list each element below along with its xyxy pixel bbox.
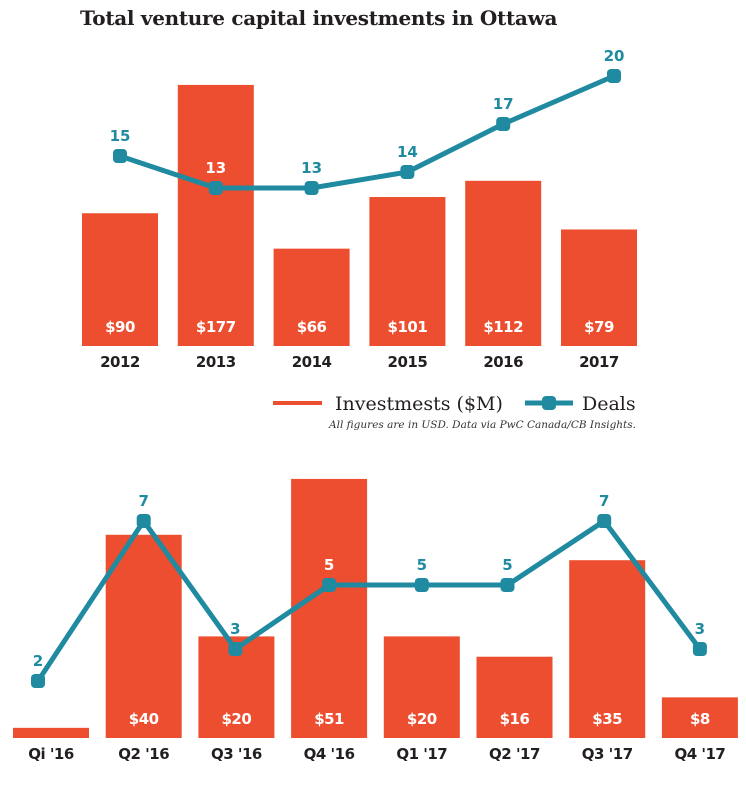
bar-value-label: $20: [221, 710, 251, 728]
deal-value-label: 14: [397, 143, 418, 161]
source-note: All figures are in USD. Data via PwC Can…: [328, 419, 636, 431]
investment-bar: [561, 229, 637, 346]
deals-line: [119, 73, 615, 191]
bar-value-label: $8: [690, 710, 710, 728]
deal-point: [304, 181, 319, 195]
deal-point: [208, 181, 223, 195]
deal-point: [692, 642, 707, 656]
deal-point: [607, 69, 621, 83]
category-label: 2014: [292, 353, 332, 371]
deal-point: [31, 674, 45, 688]
deal-point: [113, 149, 127, 163]
bar-value-label: $40: [129, 710, 159, 728]
investment-bar: [465, 180, 542, 346]
deal-value-label: 17: [493, 95, 514, 113]
deal-value-label: 13: [301, 159, 322, 177]
chart-title: Total venture capital investments in Ott…: [80, 6, 558, 30]
deal-value-label: 7: [138, 492, 148, 510]
investment-bar: [273, 248, 350, 346]
category-label: 2016: [483, 353, 523, 371]
deal-point: [400, 165, 415, 179]
bar-value-label: $79: [584, 318, 614, 336]
deal-value-label: 13: [205, 159, 226, 177]
investment-bar: [13, 727, 89, 738]
bar-value-label: $20: [407, 710, 437, 728]
investment-bar: [105, 534, 182, 738]
deal-point: [597, 514, 612, 528]
deal-point: [414, 578, 429, 592]
deal-value-label: 5: [502, 556, 512, 574]
category-label: 2017: [579, 353, 619, 371]
deal-point: [496, 117, 511, 131]
investment-bar: [383, 636, 460, 738]
bar-value-label: $51: [314, 710, 344, 728]
bar-value-label: $66: [297, 318, 327, 336]
investment-bar: [82, 213, 158, 346]
deal-point: [322, 578, 337, 592]
category-label: Q2 '16: [118, 745, 169, 763]
category-label: Q2 '17: [489, 745, 540, 763]
deal-point: [500, 578, 515, 592]
legend: Investmests ($M) Deals All figures are i…: [273, 393, 636, 431]
deal-value-label: 5: [324, 556, 334, 574]
deal-point: [136, 514, 151, 528]
category-label: Q3 '16: [211, 745, 262, 763]
bar-value-label: $112: [483, 318, 523, 336]
category-label: 2013: [196, 353, 236, 371]
legend-deals-label: Deals: [582, 393, 636, 415]
category-label: Q3 '17: [582, 745, 633, 763]
bar-value-label: $177: [196, 318, 236, 336]
deal-value-label: 5: [417, 556, 427, 574]
investment-bar: [177, 84, 254, 347]
investment-bar: [291, 478, 368, 738]
category-label: 2015: [388, 353, 428, 371]
deal-value-label: 7: [599, 492, 609, 510]
bar-value-label: $90: [105, 318, 135, 336]
annual-chart: $902012$1772013$662014$1012015$1122016$7…: [82, 47, 637, 371]
investment-bar: [369, 197, 446, 346]
deal-point: [228, 642, 243, 656]
category-label: Qi '16: [28, 745, 74, 763]
deal-value-label: 15: [110, 127, 131, 145]
investment-bar: [476, 656, 553, 738]
legend-deals-marker: [542, 396, 556, 410]
investment-bar: [569, 560, 646, 738]
investment-bar: [661, 697, 738, 738]
deals-line: [35, 518, 702, 683]
deal-value-label: 2: [33, 652, 43, 670]
bar-value-label: $101: [388, 318, 428, 336]
category-label: Q4 '17: [674, 745, 725, 763]
bar-value-label: $35: [592, 710, 622, 728]
quarterly-chart: Qi '16 $40 Q2 '16 $20 Q3 '16 $51 Q4 '16 $20 Q1 '…: [13, 478, 738, 763]
deal-value-label: 3: [230, 620, 240, 638]
legend-investments-label: Investmests ($M): [335, 393, 503, 415]
category-label: Q4 '16: [304, 745, 355, 763]
category-label: 2012: [100, 353, 140, 371]
deal-value-label: 3: [695, 620, 705, 638]
bar-value-label: $16: [500, 710, 530, 728]
deal-value-label: 20: [604, 47, 625, 65]
category-label: Q1 '17: [396, 745, 447, 763]
